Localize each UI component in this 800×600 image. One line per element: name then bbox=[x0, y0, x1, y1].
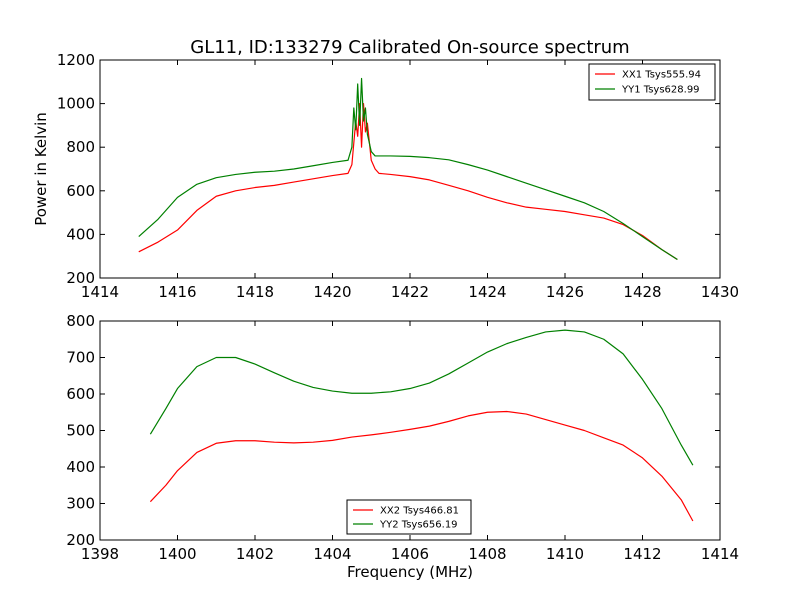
bottom-y-tick-label: 700 bbox=[66, 349, 95, 367]
top-panel: 1414 1416 1418 1420 1422 1424 1426 1428 1430 200 4… bbox=[57, 51, 739, 301]
top-x-tick-label: 1414 bbox=[81, 283, 119, 301]
top-y-tick-label: 1200 bbox=[57, 51, 95, 69]
bottom-x-tick-label: 1404 bbox=[313, 545, 351, 563]
top-x-tick-label: 1430 bbox=[701, 283, 739, 301]
bottom-x-axis-label: Frequency (MHz) bbox=[347, 563, 473, 581]
bottom-panel: 1398 1400 1402 1404 1406 1408 1410 1412 1414 200 3… bbox=[66, 312, 739, 563]
top-series-line-2 bbox=[138, 77, 678, 260]
figure-title: GL11, ID:133279 Calibrated On-source spe… bbox=[190, 37, 629, 58]
top-y-tick-label: 600 bbox=[66, 182, 95, 200]
bottom-x-tick-label: 1410 bbox=[546, 545, 584, 563]
top-y-tick-label: 800 bbox=[66, 138, 95, 156]
bottom-y-tick-label: 400 bbox=[66, 458, 95, 476]
top-legend: XX1 Tsys555.94 YY1 Tsys628.99 bbox=[588, 63, 716, 101]
bottom-y-tick-label: 300 bbox=[66, 495, 95, 513]
top-x-tick-label: 1418 bbox=[236, 283, 274, 301]
top-y-tick-label: 200 bbox=[66, 269, 95, 287]
bottom-series-line-2 bbox=[149, 329, 694, 466]
top-x-tick-label: 1428 bbox=[623, 283, 661, 301]
top-plot-area bbox=[138, 77, 678, 260]
bottom-x-tick-label: 1402 bbox=[236, 545, 274, 563]
top-x-tick-label: 1416 bbox=[158, 283, 196, 301]
top-y-axis-label: Power in Kelvin bbox=[32, 112, 50, 226]
bottom-series-line-1 bbox=[149, 410, 694, 522]
bottom-y-tick-label: 600 bbox=[66, 385, 95, 403]
bottom-legend: XX2 Tsys466.81 YY2 Tsys656.19 bbox=[346, 499, 472, 535]
bottom-y-tick-label: 500 bbox=[66, 422, 95, 440]
top-legend-label-2: YY1 Tsys628.99 bbox=[621, 85, 700, 96]
top-y-tick-label: 1000 bbox=[57, 95, 95, 113]
bottom-plot-area bbox=[149, 329, 694, 522]
top-legend-box bbox=[588, 63, 716, 101]
top-x-tick-label: 1422 bbox=[391, 283, 429, 301]
bottom-x-tick-label: 1398 bbox=[81, 545, 119, 563]
bottom-x-tick-label: 1414 bbox=[701, 545, 739, 563]
bottom-x-tick-label: 1406 bbox=[391, 545, 429, 563]
bottom-legend-label-2: YY2 Tsys656.19 bbox=[379, 520, 458, 531]
top-y-tick-label: 400 bbox=[66, 225, 95, 243]
bottom-x-tick-label: 1412 bbox=[623, 545, 661, 563]
top-legend-label-1: XX1 Tsys555.94 bbox=[622, 70, 701, 81]
bottom-y-tick-label: 200 bbox=[66, 531, 95, 549]
top-x-tick-label: 1420 bbox=[313, 283, 351, 301]
bottom-legend-box bbox=[346, 499, 472, 535]
bottom-legend-label-1: XX2 Tsys466.81 bbox=[380, 506, 459, 517]
top-x-tick-label: 1424 bbox=[468, 283, 506, 301]
bottom-x-tick-label: 1400 bbox=[158, 545, 196, 563]
bottom-y-tick-label: 800 bbox=[66, 312, 95, 330]
top-series-line-1 bbox=[138, 103, 678, 260]
bottom-x-tick-label: 1408 bbox=[468, 545, 506, 563]
top-x-tick-label: 1426 bbox=[546, 283, 584, 301]
